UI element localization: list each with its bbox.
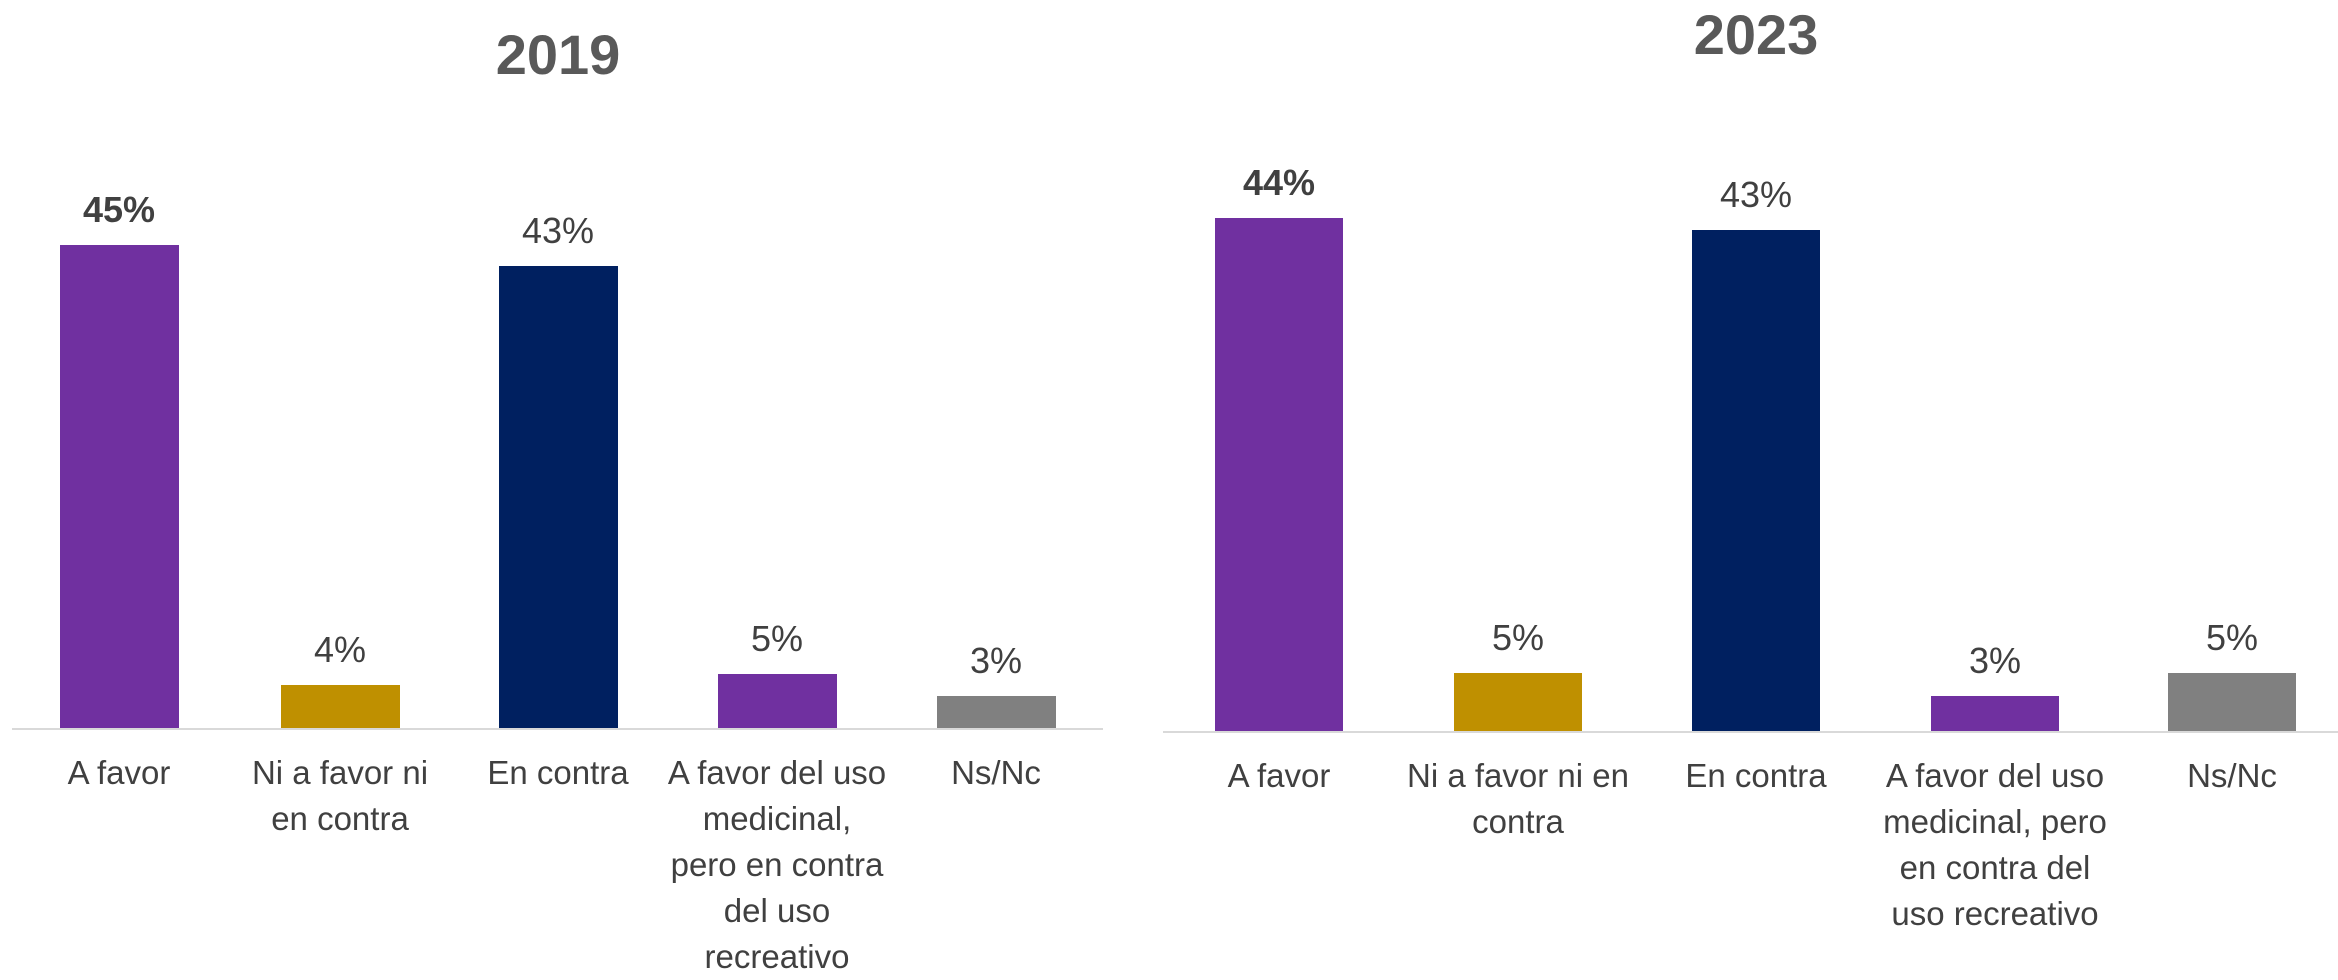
x-tick-label: Ns/Nc xyxy=(951,754,1041,791)
x-axis-line xyxy=(12,728,1103,730)
value-label: 43% xyxy=(521,210,595,252)
bar xyxy=(717,674,837,728)
value-label: 3% xyxy=(1968,640,2022,682)
x-tick-label: A favor del uso medicinal, pero en contr… xyxy=(1883,757,2107,932)
value-label: 5% xyxy=(750,618,804,660)
value-label: 4% xyxy=(313,629,367,671)
x-tick-label: En contra xyxy=(487,754,629,791)
bar xyxy=(59,244,179,728)
value-label: 5% xyxy=(1491,616,1545,658)
chart-title: 2019 xyxy=(495,23,621,86)
x-tick-label: En contra xyxy=(1685,757,1827,794)
x-tick-label: Ni a favor ni en contra xyxy=(1407,757,1629,840)
x-tick-label: Ni a favor ni en contra xyxy=(251,754,429,837)
x-tick-label: A favor xyxy=(1227,757,1331,794)
bar xyxy=(2168,672,2296,731)
bar xyxy=(1692,229,1820,731)
bar xyxy=(1931,696,2059,731)
bar xyxy=(1215,217,1343,731)
x-axis-line xyxy=(1163,731,2338,733)
bar xyxy=(498,266,618,728)
value-label: 45% xyxy=(82,188,156,230)
value-label: 5% xyxy=(2205,616,2259,658)
x-tick-label: A favor del uso medicinal, pero en contr… xyxy=(667,754,887,975)
x-tick-label: Ns/Nc xyxy=(2187,757,2277,794)
bar xyxy=(936,695,1056,728)
value-label: 44% xyxy=(1242,161,1316,203)
bar xyxy=(280,685,400,728)
value-label: 43% xyxy=(1719,173,1793,215)
value-label: 3% xyxy=(969,639,1023,681)
bar xyxy=(1454,672,1582,731)
chart-title: 2023 xyxy=(1693,3,1819,66)
x-tick-label: A favor xyxy=(67,754,171,791)
